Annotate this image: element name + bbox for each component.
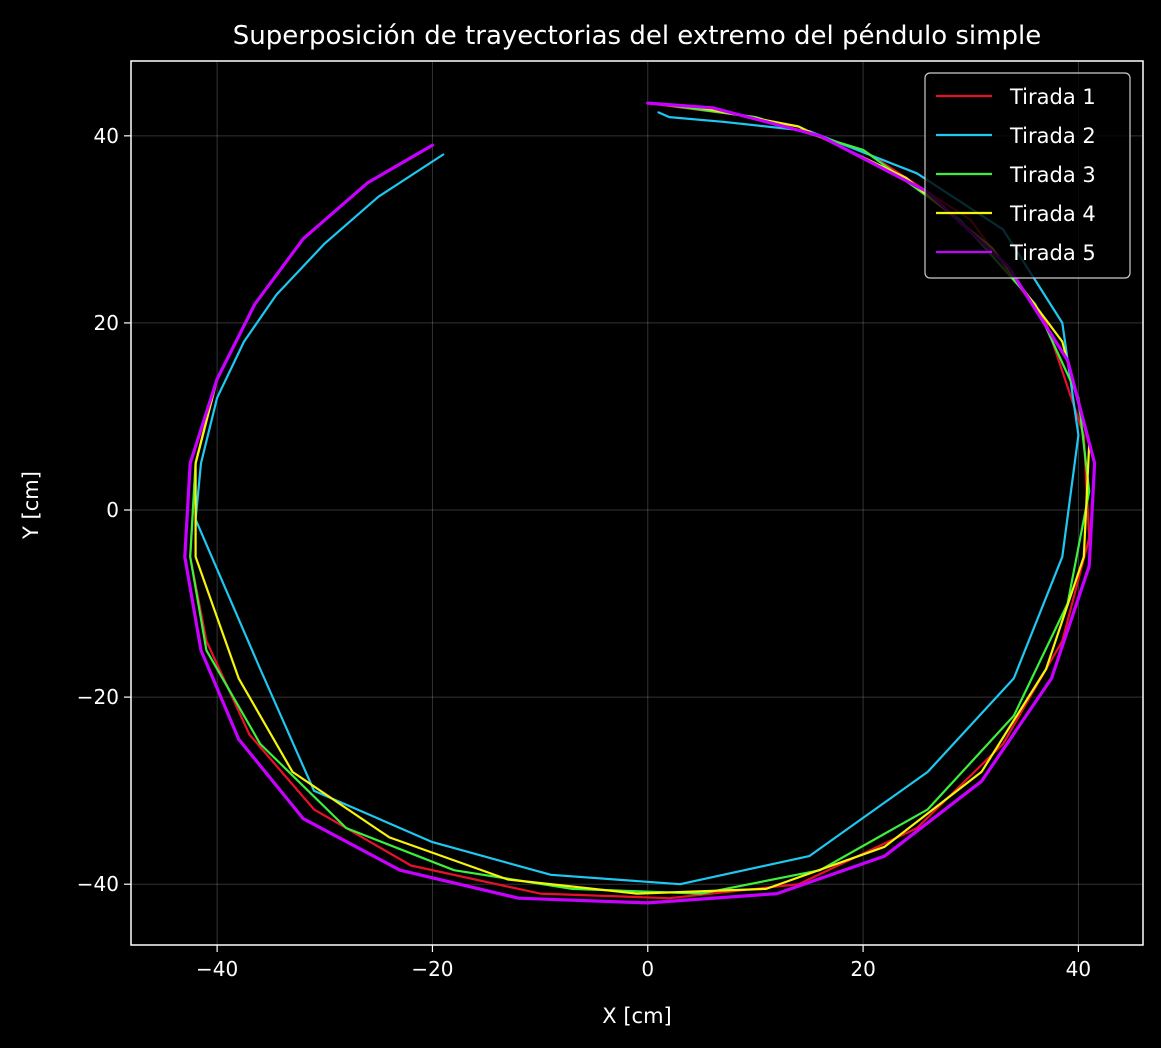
- y-tick-label-4: 40: [94, 124, 119, 148]
- chart-title: Superposición de trayectorias del extrem…: [233, 21, 1041, 51]
- series-line-2: [194, 111, 1080, 886]
- y-tick-label-2: 0: [106, 498, 119, 522]
- legend-label-5: Tirada 5: [1009, 241, 1096, 265]
- x-axis-label: X [cm]: [602, 1004, 671, 1028]
- x-tick-label-4: 40: [1066, 957, 1091, 981]
- y-axis-label: Y [cm]: [19, 471, 43, 540]
- x-tick-label-1: −20: [411, 957, 453, 981]
- y-tick-label-0: −40: [77, 872, 119, 896]
- x-tick-label-3: 20: [850, 957, 875, 981]
- plot-frame: [130, 60, 1144, 946]
- x-tick-label-2: 0: [641, 957, 654, 981]
- x-tick-label-0: −40: [196, 957, 238, 981]
- y-tick-label-3: 20: [94, 311, 119, 335]
- legend-label-3: Tirada 3: [1009, 163, 1096, 187]
- legend-label-2: Tirada 2: [1009, 124, 1096, 148]
- legend: Tirada 1 Tirada 2 Tirada 3 Tirada 4 Tirada 5: [924, 72, 1131, 279]
- legend-box: [924, 72, 1131, 279]
- legend-label-1: Tirada 1: [1009, 85, 1096, 109]
- legend-label-4: Tirada 4: [1009, 202, 1096, 226]
- axis-ticks: −40 −20 0 20 40 −40 −20 0 20 40: [77, 124, 1091, 981]
- y-tick-label-1: −20: [77, 685, 119, 709]
